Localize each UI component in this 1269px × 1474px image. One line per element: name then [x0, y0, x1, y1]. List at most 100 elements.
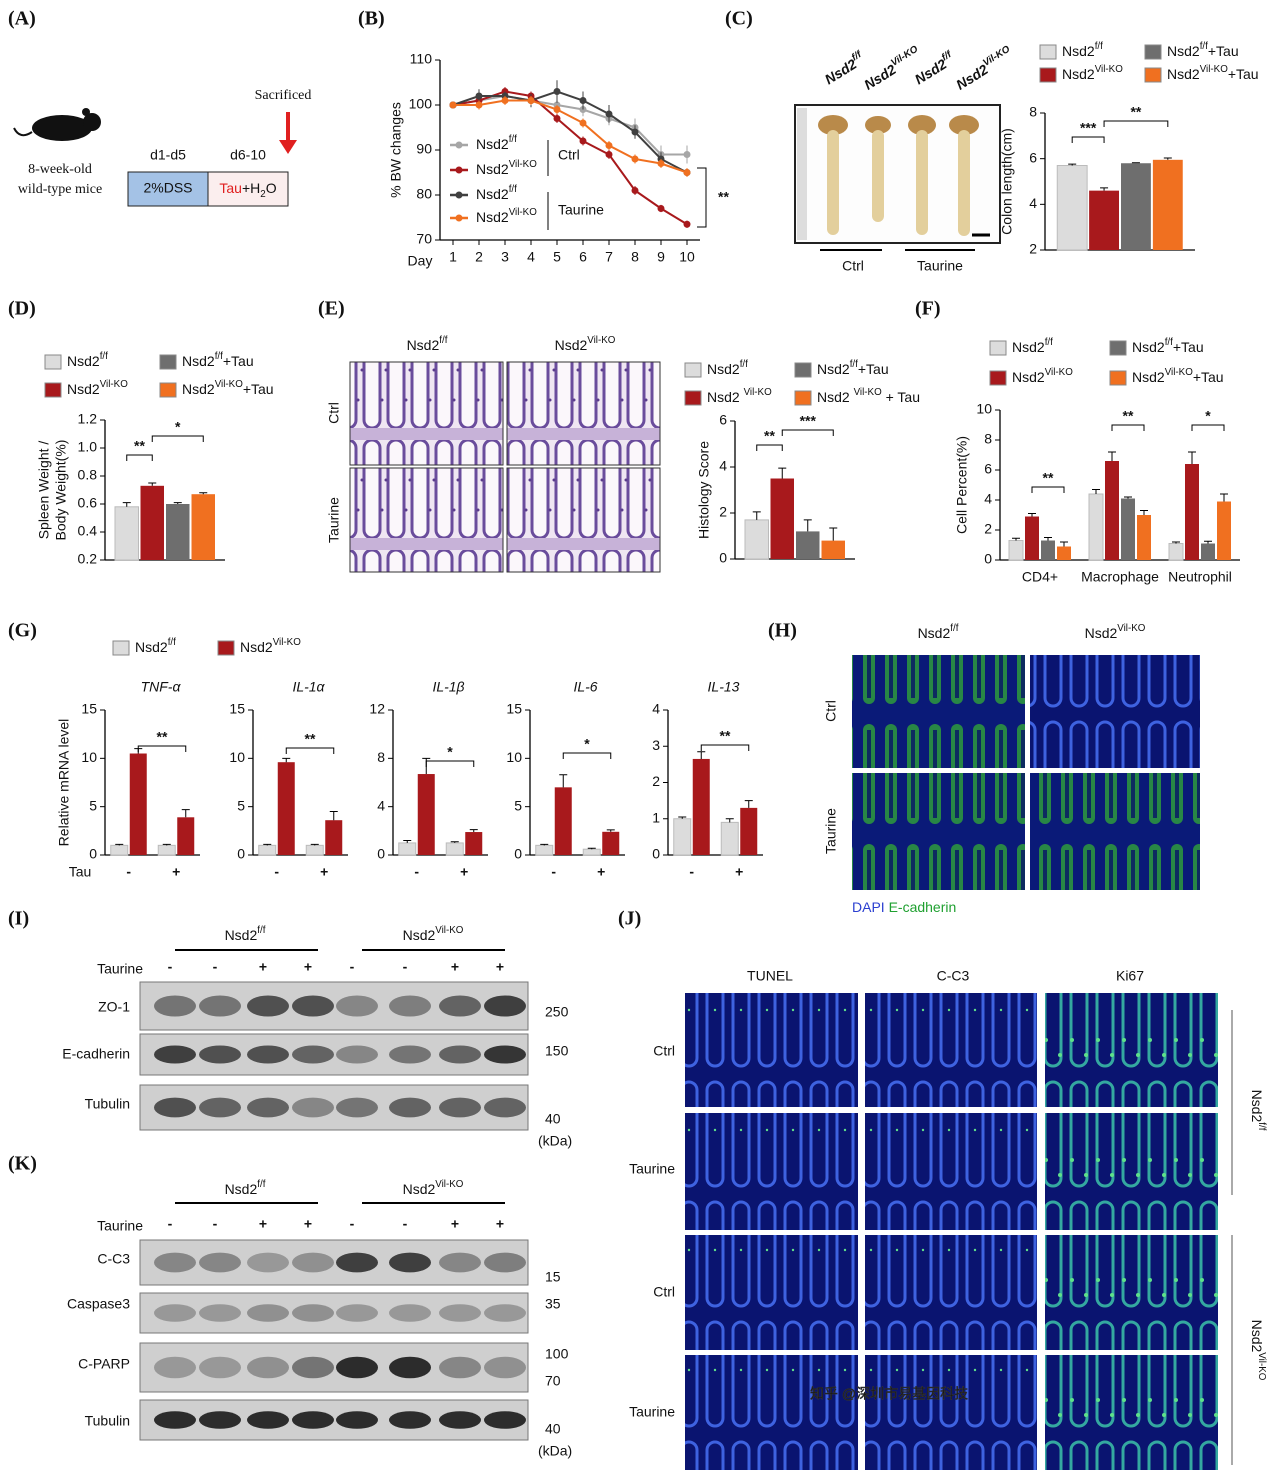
label: Ctrl — [326, 402, 342, 424]
label: C-C3 — [97, 1251, 130, 1267]
legend-label: Nsd2Vil-KO — [1062, 64, 1123, 82]
blot-band — [247, 1097, 289, 1118]
panel-c-art — [794, 104, 1001, 251]
y-tick-label: 6 — [719, 412, 727, 428]
bar — [582, 848, 601, 856]
y-tick-label: 0.6 — [78, 495, 98, 511]
error-bar — [310, 843, 319, 846]
error-bar — [606, 829, 615, 832]
label: 150 — [545, 1043, 569, 1059]
text-part: Nsd2 — [817, 361, 850, 377]
y-tick-label: 3 — [652, 737, 660, 753]
y-tick-label: 2 — [719, 504, 727, 520]
y-axis-label: Colon length(cm) — [999, 128, 1015, 235]
error-bar — [1100, 187, 1109, 191]
text-part: +Tau — [1193, 369, 1224, 385]
text-part: +Tau — [223, 353, 254, 369]
bar — [277, 762, 295, 855]
point — [631, 155, 639, 163]
blot-band — [484, 1356, 526, 1379]
label: Nsd2f/f — [918, 623, 959, 641]
legend-label: Nsd2Vil-KO+Tau — [182, 379, 274, 397]
text-part: f/f — [1165, 337, 1173, 348]
legend-label: Nsd2f/f — [476, 184, 517, 202]
bar — [191, 494, 215, 560]
y-tick-label: 1.2 — [78, 411, 98, 427]
error-bar — [778, 467, 787, 479]
x-tick-label: 10 — [679, 249, 695, 265]
y-tick-label: 5 — [89, 797, 97, 813]
panel-label: (K) — [8, 1153, 37, 1175]
y-tick-label: 0 — [89, 846, 97, 862]
bar — [166, 504, 190, 560]
text-part: f/f — [1045, 337, 1053, 348]
error-bar — [181, 809, 190, 818]
blot — [139, 1239, 529, 1286]
blot-band — [247, 1045, 289, 1064]
significance-bracket — [285, 747, 335, 754]
panel-label: (G) — [8, 620, 37, 642]
text-part: f/f — [850, 359, 858, 370]
text-part: Nsd2 — [1012, 339, 1045, 355]
label: C-C3 — [937, 968, 970, 984]
chart-title: IL-13 — [708, 679, 740, 695]
legend-label: Nsd2Vil-KO+Tau — [1167, 64, 1259, 82]
error-bar — [1220, 493, 1228, 502]
annotation: Taurine — [558, 202, 604, 218]
text-part: Nsd2 — [403, 1181, 436, 1197]
label: + — [451, 1216, 459, 1232]
x-tick-label: + — [597, 864, 605, 880]
text-part: Nsd2 — [1132, 369, 1165, 385]
label: 8-week-old — [28, 162, 92, 177]
label: Ctrl — [823, 700, 839, 722]
blot-band — [336, 1304, 378, 1322]
legend-swatch — [1144, 67, 1162, 83]
label: Nsd2f/f — [225, 1179, 266, 1197]
error-bar — [744, 800, 753, 808]
legend-swatch — [1109, 340, 1127, 356]
blot-band — [247, 1304, 289, 1322]
label: Tubulin — [85, 1096, 130, 1112]
bar — [1201, 543, 1215, 560]
text-part: f/f — [740, 359, 748, 370]
label: Tubulin — [85, 1413, 130, 1429]
point — [683, 151, 691, 158]
error-bar — [678, 816, 687, 819]
line — [452, 90, 688, 174]
bar — [1089, 190, 1119, 250]
y-tick-label: 8 — [1029, 104, 1037, 120]
error-bar — [469, 829, 478, 833]
legend-swatch — [1144, 44, 1162, 60]
y-tick-label: 5 — [237, 797, 245, 813]
legend-swatch — [794, 362, 812, 378]
label: Nsd2Vil-KO — [1085, 623, 1146, 641]
bar — [796, 531, 820, 559]
y-tick-label: 1.0 — [78, 439, 98, 455]
panel-label: (E) — [318, 298, 345, 320]
x-tick-label: - — [689, 864, 694, 880]
text-part: f/f — [100, 351, 108, 362]
blot-band — [199, 995, 241, 1017]
significance-bracket — [562, 752, 612, 759]
x-tick-label: 1 — [449, 249, 457, 265]
point — [631, 128, 639, 136]
legend-swatch — [112, 640, 130, 656]
blot-band — [336, 1411, 378, 1429]
text-part: DAPI — [852, 899, 889, 915]
annotation: ** — [764, 428, 775, 444]
bar — [720, 821, 739, 856]
bar — [692, 758, 710, 855]
label: 35 — [545, 1296, 561, 1312]
legend-swatch — [159, 354, 177, 370]
blot-band — [292, 1097, 334, 1118]
legend-swatch — [1109, 370, 1127, 386]
error-bar — [540, 843, 549, 846]
blot-band — [199, 1356, 241, 1379]
point — [579, 97, 587, 104]
y-tick-label: 8 — [984, 431, 992, 447]
text-part: Tau — [219, 180, 242, 196]
y-tick-label: 0 — [984, 551, 992, 567]
label: DAPI E-cadherin — [852, 899, 956, 915]
y-tick-label: 10 — [506, 749, 522, 765]
bar — [1088, 493, 1104, 561]
